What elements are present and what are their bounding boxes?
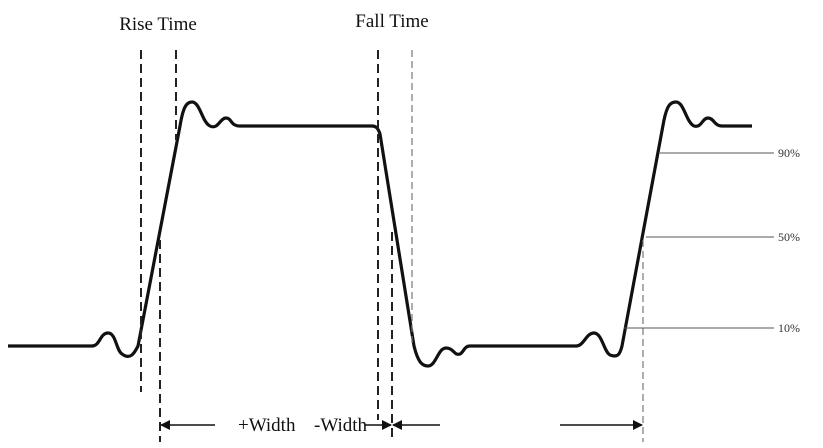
level-label: 10% bbox=[778, 321, 800, 335]
level-label: 50% bbox=[778, 230, 800, 244]
rise-time-label: Rise Time bbox=[119, 14, 197, 35]
positive-width-label: +Width bbox=[238, 415, 296, 436]
negative-width-label: -Width bbox=[314, 415, 368, 436]
waveform bbox=[8, 100, 752, 368]
fall-time-label: Fall Time bbox=[355, 11, 428, 32]
level-label: 90% bbox=[778, 146, 800, 160]
